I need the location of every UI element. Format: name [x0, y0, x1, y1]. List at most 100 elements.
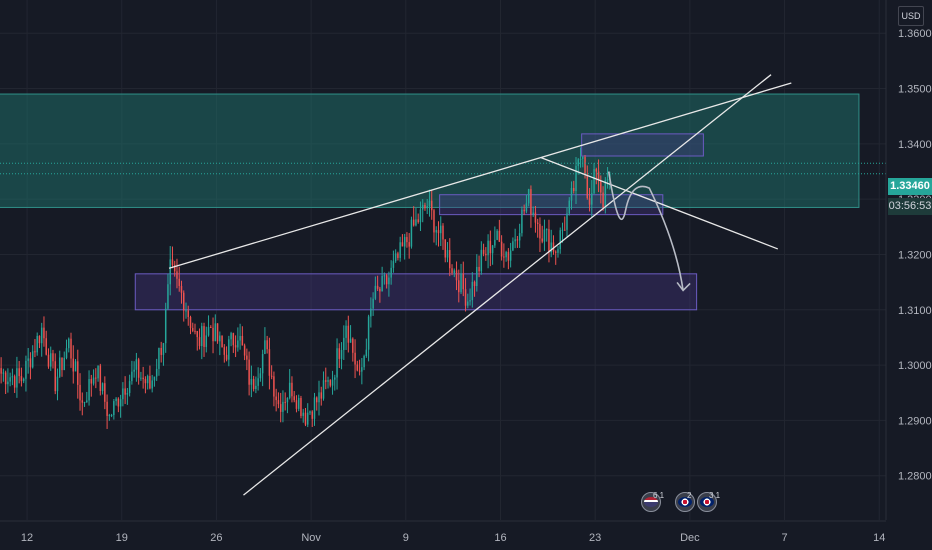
candle-body — [338, 348, 341, 359]
candle-body — [367, 316, 370, 350]
candle-body — [146, 376, 149, 384]
uk-event-icon[interactable]: 3 1 — [697, 491, 720, 512]
candle-body — [142, 377, 144, 380]
candle-body — [345, 325, 347, 338]
candle-body — [453, 270, 456, 273]
candle-body — [151, 380, 153, 389]
candle-body — [54, 361, 56, 392]
candle-body — [189, 317, 192, 328]
candle-body — [313, 397, 316, 419]
us-event-icon[interactable]: 6 1 — [641, 491, 665, 512]
us-flag-icon — [644, 497, 658, 507]
candle-body — [412, 219, 415, 226]
currency-button[interactable]: USD — [898, 6, 924, 26]
candle-body — [399, 242, 401, 258]
candle-body — [376, 285, 379, 289]
date-tick-label: 7 — [781, 532, 787, 544]
candle-body — [293, 396, 295, 401]
candle-body — [381, 276, 383, 292]
candle-body — [153, 376, 156, 381]
candle-body — [176, 271, 178, 279]
candle-body — [406, 237, 408, 243]
candle-body — [554, 251, 557, 253]
candle-body — [494, 239, 496, 246]
candle-body — [458, 280, 460, 293]
candle-body — [225, 354, 228, 360]
date-tick-label: Dec — [680, 532, 700, 544]
candle-body — [593, 169, 595, 194]
candle-body — [478, 266, 480, 272]
candle-body — [99, 365, 102, 391]
grid — [0, 0, 886, 520]
candle-body — [52, 353, 54, 362]
candle-body — [246, 355, 248, 360]
candle-body — [300, 397, 302, 416]
candle-body — [68, 338, 70, 349]
candle-body — [356, 364, 359, 371]
candle-body — [518, 233, 521, 241]
time-axis[interactable]: 12 19 26 Nov 9 16 23 Dec 7 14 — [21, 532, 885, 544]
candle-body — [575, 165, 577, 192]
candle-body — [327, 380, 329, 382]
candle-body — [144, 379, 147, 384]
candle-body — [95, 377, 97, 379]
candle-body — [309, 411, 311, 413]
candle-body — [419, 209, 422, 223]
candle-body — [471, 281, 474, 301]
candle-body — [135, 359, 138, 370]
price-axis[interactable]: 1.360001.350001.340001.330001.320001.310… — [898, 28, 932, 483]
candle-body — [201, 326, 203, 347]
event-count: 6 1 — [653, 491, 665, 500]
candle-body — [279, 404, 282, 412]
candle-body — [250, 379, 253, 385]
wedge-upper-line — [168, 82, 792, 269]
candle-body — [349, 338, 352, 343]
candle-body — [516, 239, 519, 241]
candle-body — [586, 175, 589, 199]
candle-body — [329, 380, 332, 386]
candle-body — [334, 377, 336, 380]
candle-body — [187, 310, 189, 318]
candle-body — [428, 200, 431, 207]
candle-body — [223, 347, 226, 355]
candle-body — [532, 212, 534, 215]
candle-body — [442, 225, 444, 240]
candle-body — [13, 376, 16, 388]
event-count: 2 — [687, 491, 692, 500]
candle-body — [27, 358, 29, 361]
candle-body — [464, 289, 467, 306]
candle-body — [545, 229, 548, 231]
candle-body — [101, 383, 104, 391]
candle-body — [354, 352, 356, 365]
candle-body — [487, 240, 489, 256]
candle-body — [451, 268, 453, 273]
candle-body — [155, 368, 158, 377]
candle-body — [259, 373, 262, 379]
candle-body — [343, 337, 345, 351]
candle-body — [36, 335, 38, 353]
candle-body — [104, 383, 106, 402]
candle-body — [568, 200, 570, 214]
uk-event-icon[interactable]: 2 — [675, 491, 695, 512]
candle-body — [421, 205, 424, 210]
candle-body — [566, 213, 568, 230]
candle-body — [597, 171, 600, 181]
candle-body — [241, 335, 244, 346]
candle-body — [252, 379, 255, 390]
candle-body — [106, 401, 108, 416]
candle-body — [503, 256, 505, 258]
wedge-lower-line — [243, 74, 772, 496]
candle-body — [604, 180, 607, 208]
candle-body — [435, 230, 437, 233]
candle-body — [178, 278, 180, 287]
candle-body — [557, 249, 559, 253]
candle-body — [0, 368, 2, 374]
candle-body — [543, 229, 546, 242]
candle-body — [88, 379, 90, 401]
candle-body — [43, 327, 45, 339]
candle-body — [79, 384, 81, 401]
candle-body — [563, 229, 566, 231]
candle-body — [194, 330, 196, 332]
candle-body — [122, 388, 124, 400]
